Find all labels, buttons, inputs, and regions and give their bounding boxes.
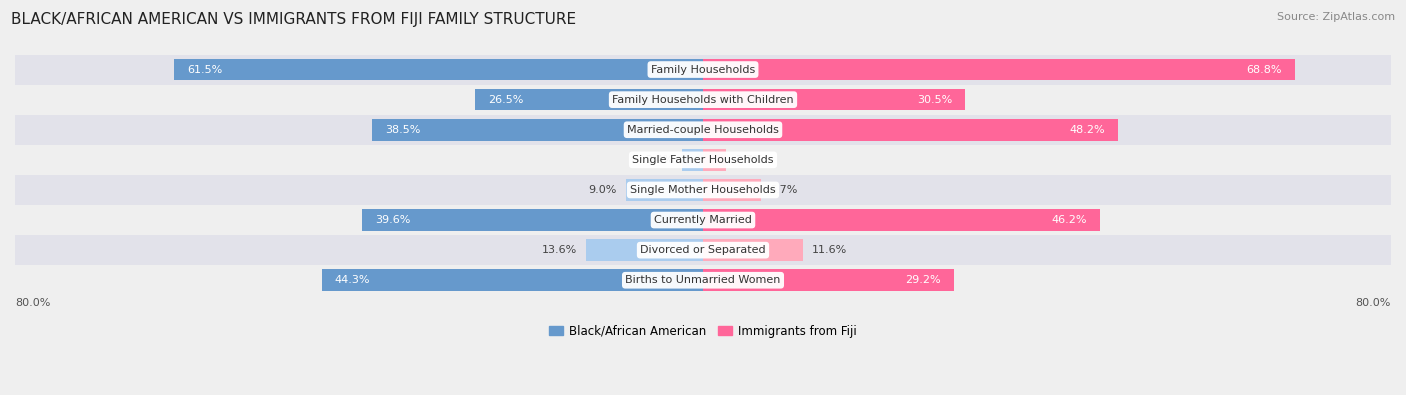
Bar [15, 145, 1391, 175]
Text: 46.2%: 46.2% [1052, 215, 1087, 225]
Text: 38.5%: 38.5% [385, 125, 420, 135]
Text: 48.2%: 48.2% [1069, 125, 1105, 135]
Text: 2.7%: 2.7% [735, 155, 763, 165]
Legend: Black/African American, Immigrants from Fiji: Black/African American, Immigrants from … [544, 320, 862, 342]
Text: Family Households with Children: Family Households with Children [612, 95, 794, 105]
Text: 39.6%: 39.6% [375, 215, 411, 225]
Text: 26.5%: 26.5% [488, 95, 523, 105]
Bar [626, 179, 703, 201]
Text: BLACK/AFRICAN AMERICAN VS IMMIGRANTS FROM FIJI FAMILY STRUCTURE: BLACK/AFRICAN AMERICAN VS IMMIGRANTS FRO… [11, 12, 576, 27]
Text: 29.2%: 29.2% [905, 275, 941, 285]
Bar [703, 239, 803, 261]
Bar [586, 239, 703, 261]
Text: Births to Unmarried Women: Births to Unmarried Women [626, 275, 780, 285]
Bar [15, 235, 1391, 265]
Bar [703, 59, 1295, 81]
Text: 6.7%: 6.7% [769, 185, 797, 195]
Bar [373, 119, 703, 141]
Text: 13.6%: 13.6% [543, 245, 578, 255]
Bar [703, 89, 966, 111]
Text: Married-couple Households: Married-couple Households [627, 125, 779, 135]
Bar [15, 55, 1391, 85]
Bar [15, 205, 1391, 235]
Bar [475, 89, 703, 111]
Bar [363, 209, 703, 231]
Bar [15, 85, 1391, 115]
Text: 80.0%: 80.0% [1355, 298, 1391, 308]
Text: Family Households: Family Households [651, 64, 755, 75]
Text: 80.0%: 80.0% [15, 298, 51, 308]
Text: Divorced or Separated: Divorced or Separated [640, 245, 766, 255]
Bar [322, 269, 703, 291]
Bar [682, 149, 703, 171]
Text: 61.5%: 61.5% [187, 64, 222, 75]
Text: Source: ZipAtlas.com: Source: ZipAtlas.com [1277, 12, 1395, 22]
Text: 68.8%: 68.8% [1246, 64, 1282, 75]
Bar [703, 119, 1118, 141]
Text: 9.0%: 9.0% [589, 185, 617, 195]
Text: Single Mother Households: Single Mother Households [630, 185, 776, 195]
Text: Currently Married: Currently Married [654, 215, 752, 225]
Bar [15, 265, 1391, 295]
Bar [703, 149, 727, 171]
Bar [703, 209, 1101, 231]
Text: 2.4%: 2.4% [645, 155, 673, 165]
Text: 30.5%: 30.5% [917, 95, 952, 105]
Bar [703, 179, 761, 201]
Text: Single Father Households: Single Father Households [633, 155, 773, 165]
Text: 44.3%: 44.3% [335, 275, 370, 285]
Bar [174, 59, 703, 81]
Text: 11.6%: 11.6% [811, 245, 846, 255]
Bar [15, 175, 1391, 205]
Bar [703, 269, 955, 291]
Bar [15, 115, 1391, 145]
